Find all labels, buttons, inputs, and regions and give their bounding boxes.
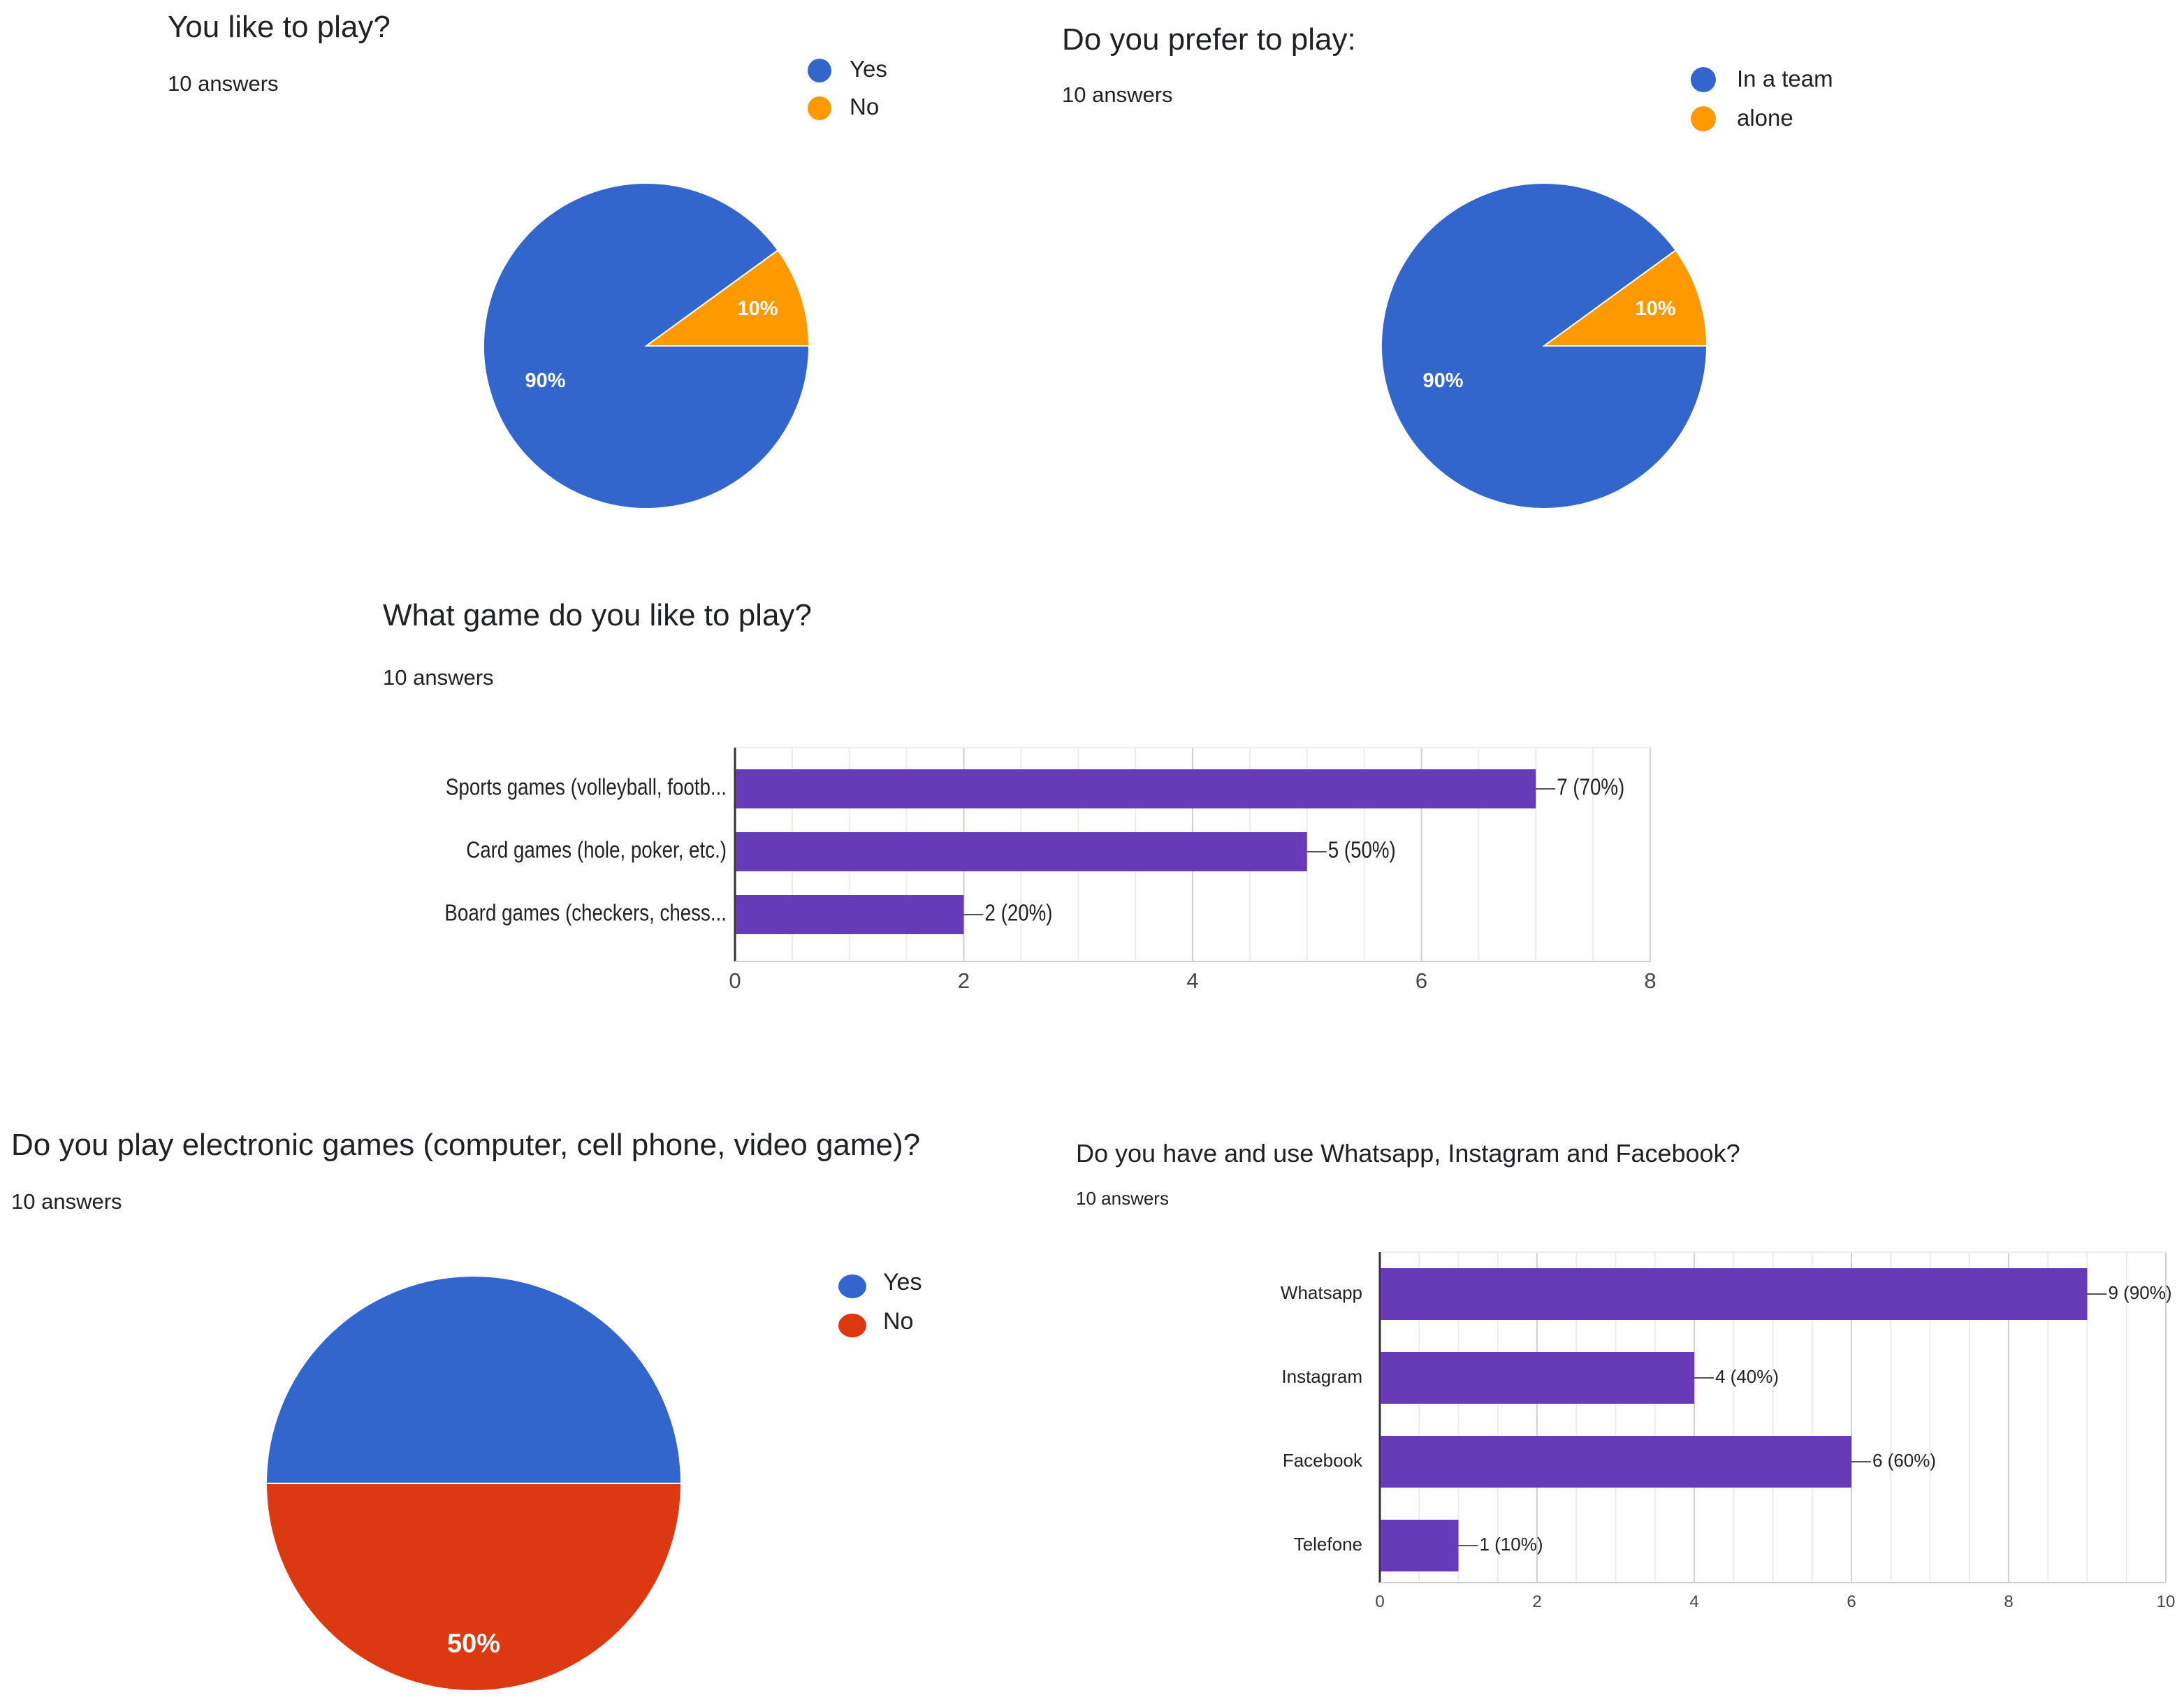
category-label: Board games (checkers, chess...: [444, 900, 727, 926]
bar: [736, 769, 1536, 808]
category-label: Sports games (volleyball, footb...: [446, 774, 727, 800]
category-label: Instagram: [1281, 1366, 1362, 1387]
chart-title: Do you prefer to play:: [1062, 22, 1356, 57]
legend-dot-icon: [1691, 67, 1716, 92]
bar: [1381, 1436, 1851, 1488]
x-tick-label: 8: [2004, 1592, 2013, 1611]
legend-label: In a team: [1737, 66, 1833, 92]
pie-slice-label: 90%: [1423, 370, 1464, 392]
legend-dot-icon: [1691, 106, 1716, 131]
x-tick-label: 6: [1847, 1592, 1856, 1611]
bar: [1381, 1352, 1694, 1404]
x-tick-label: 4: [1689, 1592, 1698, 1611]
bar: [1381, 1520, 1459, 1571]
pie-slice: [1381, 182, 1708, 509]
bar: [736, 832, 1307, 871]
legend-label: alone: [1737, 105, 1793, 131]
legend-dot-icon: [808, 59, 831, 82]
pie-slice: [1541, 249, 1708, 347]
data-label: 9 (90%): [2109, 1282, 2172, 1303]
data-label: 7 (70%): [1557, 774, 1624, 800]
x-tick-label: 6: [1415, 968, 1427, 993]
legend-label: No: [850, 94, 880, 119]
pie-slice: [483, 182, 810, 509]
bar: [1381, 1268, 2088, 1320]
legend-dot-icon: [838, 1314, 866, 1337]
x-tick-label: 0: [729, 968, 741, 993]
data-label: 6 (60%): [1872, 1450, 1936, 1471]
chart-title: Do you have and use Whatsapp, Instagram …: [1076, 1139, 1740, 1168]
legend-dot-icon: [808, 96, 831, 120]
pie-slice-label: 90%: [525, 370, 566, 392]
answers-count: 10 answers: [11, 1189, 122, 1214]
chart-title: What game do you like to play?: [383, 598, 812, 632]
category-label: Card games (hole, poker, etc.): [466, 837, 727, 863]
pie-chart: 50%50%: [265, 1275, 683, 1692]
data-label: 1 (10%): [1480, 1534, 1543, 1555]
bar-chart: 0 2 4 6 8 Sports games (volleyball, footb... 7…: [444, 747, 1657, 993]
pie-slice-label: 50%: [447, 1629, 500, 1659]
legend-label: Yes: [883, 1269, 922, 1295]
x-tick-label: 2: [1532, 1592, 1541, 1611]
answers-count: 10 answers: [383, 665, 494, 690]
answers-count: 10 answers: [1062, 82, 1173, 107]
legend-label: No: [883, 1308, 914, 1335]
pie-slice-label: 10%: [738, 298, 778, 320]
pie-chart: 10% 90%: [483, 182, 810, 509]
legend-label: Yes: [850, 56, 887, 82]
legend-dot-icon: [838, 1274, 866, 1298]
bar: [736, 895, 964, 934]
x-tick-label: 4: [1186, 968, 1198, 993]
data-label: 4 (40%): [1715, 1366, 1779, 1387]
category-label: Whatsapp: [1281, 1282, 1362, 1303]
data-label: 2 (20%): [985, 900, 1053, 926]
answers-count: 10 answers: [168, 71, 279, 96]
x-tick-label: 8: [1644, 968, 1656, 993]
pie-slice-label: 10%: [1636, 298, 1676, 320]
chart-title: Do you play electronic games (computer, …: [11, 1128, 921, 1162]
bar-chart: 0 2 4 6 8 10 Whatsapp 9 (90%) Instagram 4 (40%) Fa…: [1281, 1251, 2176, 1611]
data-label: 5 (50%): [1328, 837, 1396, 863]
pie-chart: 10% 90%: [1381, 182, 1708, 509]
pie-slice: [643, 249, 810, 347]
category-label: Facebook: [1283, 1450, 1363, 1471]
pie-slice: [265, 1483, 683, 1692]
chart-title: You like to play?: [168, 10, 391, 44]
x-tick-label: 10: [2157, 1592, 2176, 1611]
category-label: Telefone: [1294, 1534, 1362, 1555]
pie-slice: [265, 1275, 683, 1484]
x-tick-label: 2: [958, 968, 970, 993]
x-tick-label: 0: [1375, 1592, 1384, 1611]
answers-count: 10 answers: [1076, 1188, 1169, 1209]
